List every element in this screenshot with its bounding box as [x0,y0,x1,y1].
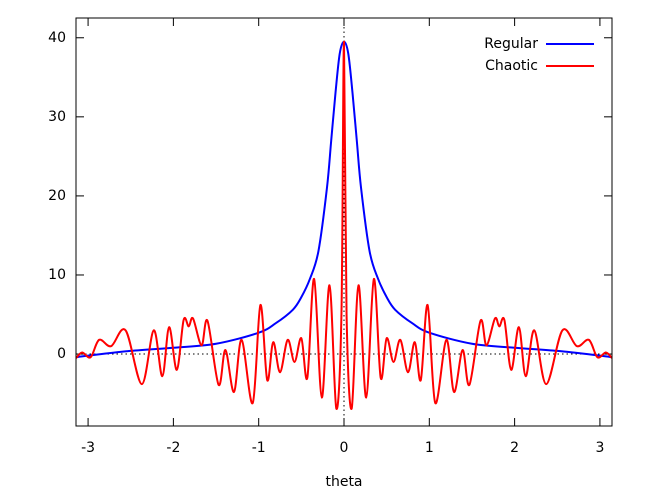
x-tick-label: -1 [252,440,266,456]
plot-border [75,17,613,427]
x-tick-label: 1 [425,440,434,456]
y-tick-label: 20 [48,188,66,204]
x-tick-label: 2 [510,440,519,456]
series-line [76,40,612,410]
x-tick-label: -2 [166,440,180,456]
y-tick-label: 10 [48,267,66,283]
legend-label: Regular [484,36,538,52]
y-tick-label: 0 [57,346,66,362]
y-tick-label: 30 [48,109,66,125]
y-tick-label: 40 [48,30,66,46]
x-axis-label: theta [325,474,362,490]
legend-label: Chaotic [485,58,538,74]
x-tick-label: 0 [340,440,349,456]
x-tick-label: -3 [81,440,95,456]
x-tick-label: 3 [595,440,604,456]
